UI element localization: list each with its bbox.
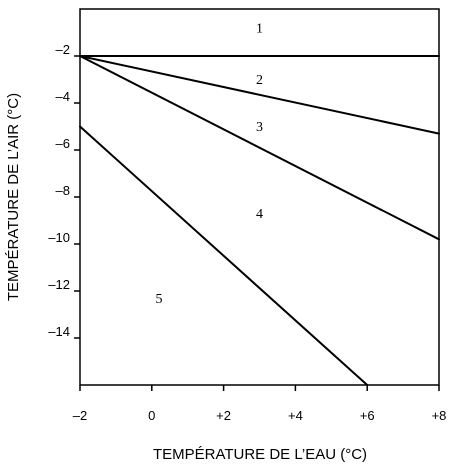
region-label-3: 3 <box>256 120 263 135</box>
y-tick-label: –2 <box>56 42 70 57</box>
x-tick-label: +8 <box>432 408 447 423</box>
region-labels: 1 2 3 4 5 <box>155 22 263 307</box>
x-axis-ticks: –2 0 +2 +4 +6 +8 <box>73 385 447 423</box>
boundary-line-2 <box>79 55 440 135</box>
plot-frame <box>79 8 440 386</box>
y-tick-label: –6 <box>56 136 70 151</box>
x-axis-title: TEMPÉRATURE DE L’EAU (°C) <box>153 446 367 463</box>
y-axis-ticks: –2 –4 –6 –8 –10 –12 –14 <box>48 42 80 339</box>
region-label-1: 1 <box>256 22 263 37</box>
y-axis-title: TEMPÉRATURE DE L’AIR (°C) <box>5 93 22 301</box>
x-tick-label: +4 <box>288 408 303 423</box>
region-label-4: 4 <box>256 207 263 222</box>
x-tick-label: +2 <box>216 408 231 423</box>
y-tick-label: –4 <box>56 89 70 104</box>
x-tick-label: –2 <box>73 408 87 423</box>
region-label-2: 2 <box>256 73 263 88</box>
series-lines <box>79 55 440 386</box>
x-tick-label: 0 <box>148 408 155 423</box>
x-tick-label: +6 <box>360 408 375 423</box>
y-tick-label: –10 <box>48 230 70 245</box>
y-tick-label: –14 <box>48 324 70 339</box>
boundary-line-4 <box>79 125 369 386</box>
y-tick-label: –12 <box>48 277 70 292</box>
region-label-5: 5 <box>155 292 162 307</box>
boundary-line-3 <box>79 55 440 241</box>
y-tick-label: –8 <box>56 183 70 198</box>
